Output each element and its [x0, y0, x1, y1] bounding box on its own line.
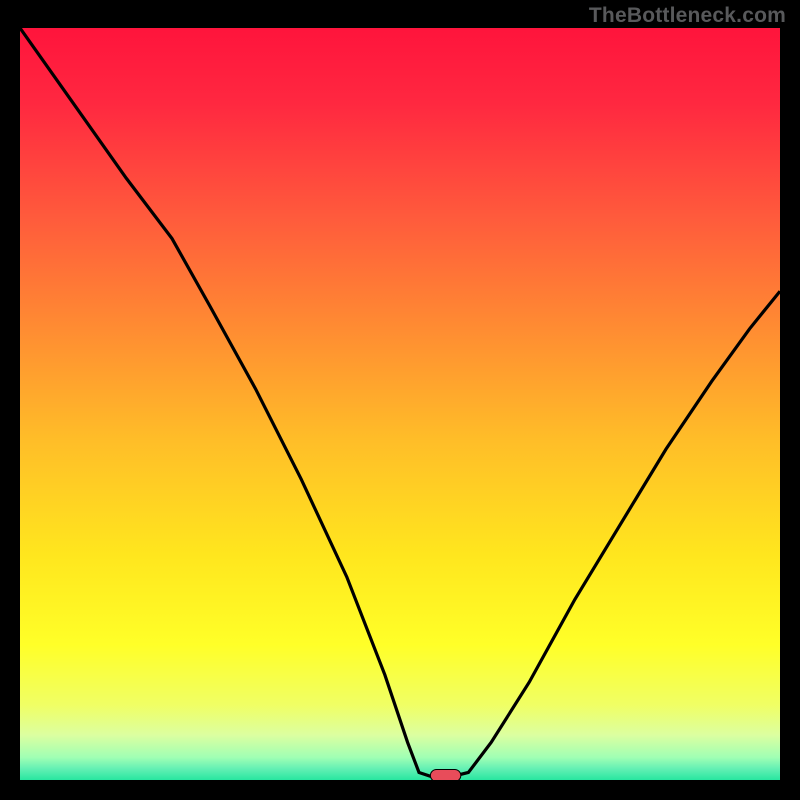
plot-area: [20, 28, 780, 780]
chart-frame: TheBottleneck.com: [0, 0, 800, 800]
gradient-background: [20, 28, 780, 780]
watermark-text: TheBottleneck.com: [589, 4, 786, 28]
gradient-rect: [20, 28, 780, 780]
